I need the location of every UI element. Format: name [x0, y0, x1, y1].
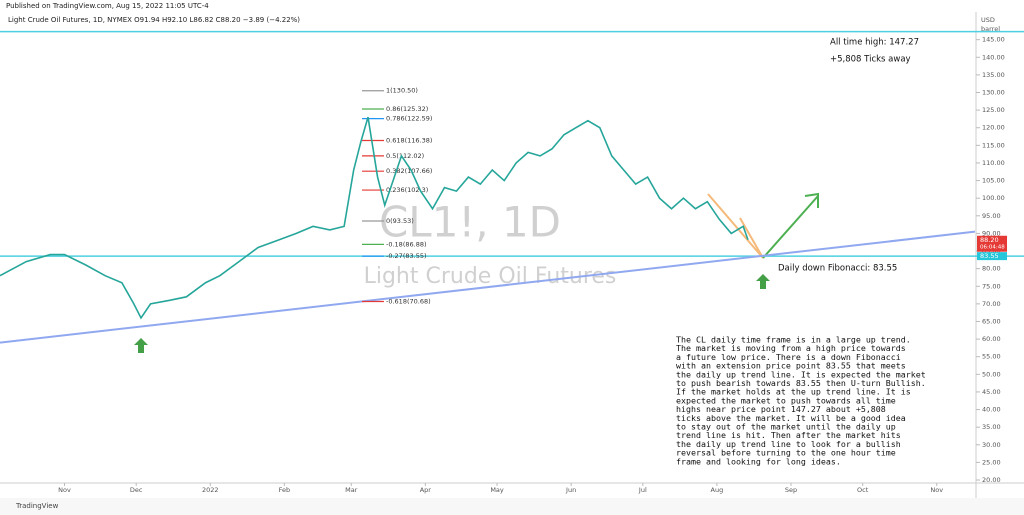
- note-line: ticks above the market. It will be a goo…: [676, 413, 906, 423]
- note-line: a future low price. There is a down Fibo…: [676, 352, 901, 362]
- y-tick-label: 35.00: [982, 423, 1001, 431]
- published: Published on TradingView.com, Aug 15, 20…: [6, 2, 209, 10]
- footer: TradingView: [15, 502, 59, 510]
- note-line: reversal before turning to the one hour …: [676, 448, 896, 458]
- fib-label: 0.618(116.38): [386, 136, 432, 144]
- price-tag-sub: 06:04:48: [980, 244, 1005, 250]
- unit: barrel: [981, 25, 1000, 33]
- x-tick-label: Nov: [930, 486, 943, 494]
- y-tick-label: 105.00: [982, 177, 1005, 185]
- x-tick-label: May: [490, 486, 504, 494]
- note-line: to stay out of the market until the dail…: [676, 422, 896, 432]
- fib-label: -0.27(83.55): [386, 252, 427, 260]
- y-tick-label: 55.00: [982, 353, 1001, 361]
- x-tick-label: Dec: [130, 486, 143, 494]
- x-tick-label: Mar: [345, 486, 358, 494]
- note-line: The CL daily time frame is in a large up…: [676, 335, 911, 345]
- fib-label: -0.18(86.88): [386, 240, 427, 248]
- x-tick-label: Feb: [279, 486, 291, 494]
- ticks-away: +5,808 Ticks away: [830, 55, 911, 65]
- note-line: expected the market to push towards all …: [676, 395, 896, 405]
- price-tag-label: 83.55: [980, 252, 999, 260]
- bull-arrow: [762, 195, 819, 259]
- y-tick-label: 75.00: [982, 282, 1001, 290]
- watermark: CL1!, 1D: [379, 198, 561, 247]
- fib-label: 1(130.50): [386, 87, 418, 95]
- trend-line: [0, 230, 976, 344]
- note-line: to push bearish towards 83.55 then U-tur…: [676, 378, 926, 388]
- y-tick-label: 130.00: [982, 89, 1005, 97]
- note-line: the daily up trend line to look for a bu…: [676, 439, 901, 449]
- y-tick-label: 65.00: [982, 317, 1001, 325]
- y-tick-label: 90.00: [982, 229, 1001, 237]
- y-tick-label: 45.00: [982, 388, 1001, 396]
- y-tick-label: 140.00: [982, 53, 1005, 61]
- x-tick-label: Nov: [58, 486, 71, 494]
- fib-label: 0.382(107.66): [386, 167, 432, 175]
- note-line: highs near price point 147.27 about +5,8…: [676, 404, 886, 414]
- note-line: If the market holds at the up trend line…: [676, 387, 911, 397]
- y-tick-label: 135.00: [982, 71, 1005, 79]
- symbol-line: Light Crude Oil Futures, 1D, NYMEX O91.9…: [8, 16, 300, 24]
- note-line: The market is moving from a high price t…: [676, 343, 906, 353]
- x-tick-label: Jun: [565, 486, 576, 494]
- y-tick-label: 40.00: [982, 406, 1001, 414]
- price-line: [0, 116, 749, 320]
- note-line: with an extension price point 83.55 that…: [676, 361, 906, 371]
- y-tick-label: 95.00: [982, 212, 1001, 220]
- fib-label: 0.786(122.59): [386, 115, 432, 123]
- x-tick-label: Sep: [785, 486, 797, 494]
- x-tick-label: Jul: [638, 486, 647, 494]
- x-tick-label: Aug: [711, 486, 724, 494]
- y-tick-label: 50.00: [982, 370, 1001, 378]
- y-tick-label: 115.00: [982, 141, 1005, 149]
- up-arrow: [134, 338, 148, 353]
- y-tick-label: 20.00: [982, 476, 1001, 484]
- footer-bar: [0, 498, 1024, 515]
- y-tick-label: 25.00: [982, 458, 1001, 466]
- x-tick-label: Apr: [420, 486, 432, 494]
- y-tick-label: 30.00: [982, 441, 1001, 449]
- fib-label: 0.5(112.02): [386, 152, 424, 160]
- note-line: trend line is hit. Then after the market…: [676, 430, 901, 440]
- fib-label: 0(93.53): [386, 217, 414, 225]
- note-line: frame and looking for long ideas.: [676, 456, 841, 466]
- y-tick-label: 125.00: [982, 106, 1005, 114]
- y-tick-label: 120.00: [982, 124, 1005, 132]
- up-arrow: [756, 274, 770, 289]
- bull-arrow-head: [804, 192, 819, 208]
- note-line: the daily up trend line. It is expected …: [676, 369, 926, 379]
- x-tick-label: Oct: [857, 486, 869, 494]
- fib-label: 0.86(125.32): [386, 105, 428, 113]
- y-tick-label: 110.00: [982, 159, 1005, 167]
- y-tick-label: 100.00: [982, 194, 1005, 202]
- price-tag-label: 88.20: [980, 236, 999, 244]
- x-tick-label: 2022: [202, 486, 219, 494]
- fib-label: 0.236(102.3): [386, 186, 428, 194]
- y-tick-label: 60.00: [982, 335, 1001, 343]
- y-tick-label: 80.00: [982, 265, 1001, 273]
- price-tag: [977, 235, 1007, 252]
- y-tick-label: 70.00: [982, 300, 1001, 308]
- level-label: Daily down Fibonacci: 83.55: [778, 264, 897, 274]
- fib-label: -0.618(70.68): [386, 297, 431, 305]
- currency: USD: [981, 16, 995, 24]
- y-tick-label: 145.00: [982, 36, 1005, 44]
- level-label: All time high: 147.27: [830, 38, 919, 48]
- price-tag: [977, 252, 1007, 261]
